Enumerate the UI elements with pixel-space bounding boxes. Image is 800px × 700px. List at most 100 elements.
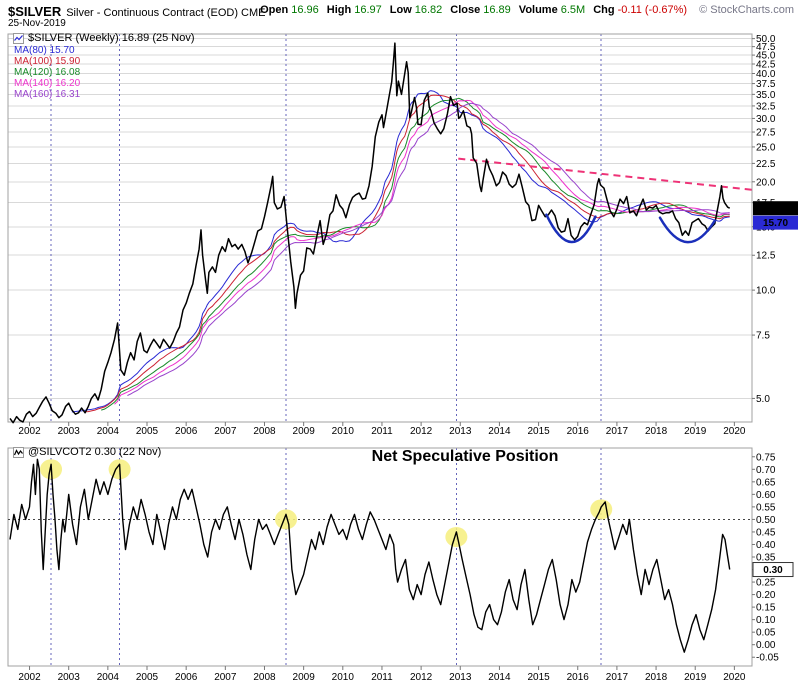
quote-value-high: 16.97: [354, 4, 382, 16]
quote-value-open: 16.96: [291, 4, 319, 16]
price-x-label: 2019: [684, 426, 707, 437]
ma-legend-item-160: MA(160) 16.31: [14, 89, 81, 100]
cot-y-label: 0.40: [756, 540, 776, 551]
ma-legend: MA(80) 15.70 MA(100) 15.90 MA(120) 16.08 MA…: [14, 45, 80, 100]
price-y-label: 35.0: [756, 90, 776, 101]
price-x-label: 2015: [527, 426, 550, 437]
cot-x-label: 2007: [214, 672, 237, 683]
price-x-label: 2007: [214, 426, 237, 437]
cot-series-icon: [13, 446, 24, 458]
header-right: Open 16.96 High 16.97 Low 16.82 Close 16.89 Volu…: [252, 4, 794, 16]
cot-x-label: 2010: [332, 672, 355, 683]
cot-last-value-text: 0.30: [763, 565, 783, 576]
price-x-label: 2016: [567, 426, 590, 437]
cot-peak-highlight: [275, 509, 298, 530]
price-y-label: 32.5: [756, 101, 776, 112]
price-x-label: 2012: [410, 426, 433, 437]
cot-y-label: 0.65: [756, 477, 776, 488]
symbol: $SILVER: [8, 4, 62, 19]
cot-x-label: 2015: [527, 672, 550, 683]
ma-line-80: [71, 90, 730, 413]
quote-label-close: Close: [450, 4, 481, 16]
cot-x-label: 2017: [606, 672, 629, 683]
cot-y-label: 0.05: [756, 628, 776, 639]
price-y-label: 10.0: [756, 286, 776, 297]
cot-y-label: 0.45: [756, 527, 776, 538]
cot-y-label: 0.20: [756, 590, 776, 601]
cot-x-label: 2006: [175, 672, 198, 683]
cot-peak-highlight: [590, 499, 613, 520]
last-price-label-text: 16.89: [763, 204, 788, 215]
quote-label-volume: Volume: [518, 4, 558, 16]
ma-line-140: [114, 99, 730, 405]
cot-y-label: 0.25: [756, 578, 776, 589]
price-x-label: 2008: [253, 426, 276, 437]
cot-y-label: 0.75: [756, 452, 776, 463]
price-x-label: 2003: [58, 426, 81, 437]
chart-date: 25-Nov-2019: [8, 18, 66, 29]
cot-y-label: 0.50: [756, 515, 776, 526]
cot-x-label: 2008: [253, 672, 276, 683]
cot-x-label: 2019: [684, 672, 707, 683]
cot-x-label: 2016: [567, 672, 590, 683]
price-y-label: 22.5: [756, 159, 776, 170]
price-y-label: 40.0: [756, 69, 776, 80]
cot-y-label: 0.60: [756, 490, 776, 501]
quote-label-high: High: [326, 4, 352, 16]
price-y-label: 7.5: [756, 331, 770, 342]
cot-y-label: 0.00: [756, 640, 776, 651]
ma80-value-label: [753, 215, 798, 230]
resistance-trendline: [458, 157, 753, 191]
accumulation-arc: [658, 216, 717, 244]
cot-series-line: [9, 458, 731, 653]
cot-y-label: 0.15: [756, 603, 776, 614]
price-legend-label: $SILVER (Weekly) 16.89 (25 Nov): [28, 32, 195, 44]
price-y-label: 37.5: [756, 79, 776, 90]
price-y-label: 20.0: [756, 177, 776, 188]
ma-legend-item-140: MA(140) 16.20: [14, 78, 81, 89]
copyright: © StockCharts.com: [699, 4, 794, 16]
cot-y-label: 0.35: [756, 553, 776, 564]
cot-panel-title: Net Speculative Position: [371, 448, 559, 465]
price-plot-border: [7, 33, 753, 423]
price-x-label: 2006: [175, 426, 198, 437]
price-series-icon: [13, 32, 24, 44]
cot-x-label: 2004: [97, 672, 120, 683]
last-price-label: [753, 201, 798, 216]
price-x-label: 2002: [18, 426, 41, 437]
ma-legend-item-120: MA(120) 16.08: [14, 67, 81, 78]
symbol-description: Silver - Continuous Contract (EOD) CME: [66, 7, 266, 19]
quote-label-open: Open: [260, 4, 289, 16]
cot-x-label: 2003: [58, 672, 81, 683]
price-legend: $SILVER (Weekly) 16.89 (25 Nov): [13, 32, 195, 44]
cot-y-label: 0.55: [756, 502, 776, 513]
price-x-label: 2020: [723, 426, 746, 437]
cot-x-label: 2009: [293, 672, 316, 683]
cot-chart-svg: 0.75 0.700.65 0.600.55 0.500.45 0.40 0.350.30…: [7, 447, 794, 683]
ma80-value-label-text: 15.70: [763, 218, 788, 229]
cot-legend-label: @SILVCOT2 0.30 (22 Nov): [28, 446, 162, 458]
quote-value-volume: 6.5M: [560, 4, 586, 16]
price-series-line: [9, 42, 731, 424]
cot-y-label: 0.10: [756, 615, 776, 626]
quote-value-low: 16.82: [414, 4, 443, 16]
cot-y-label: 0.70: [756, 465, 776, 476]
price-y-label: 27.5: [756, 128, 776, 139]
price-x-label: 2017: [606, 426, 629, 437]
price-x-label: 2014: [488, 426, 511, 437]
cot-legend: @SILVCOT2 0.30 (22 Nov): [13, 446, 161, 458]
price-x-label: 2005: [136, 426, 159, 437]
quote-label-low: Low: [389, 4, 412, 16]
price-y-label: 12.5: [756, 251, 776, 262]
price-y-label: 45.0: [756, 51, 776, 62]
cot-x-label: 2018: [645, 672, 668, 683]
accumulation-arc: [545, 213, 597, 244]
ma-line-120: [101, 97, 730, 411]
price-x-label: 2009: [293, 426, 316, 437]
quote-value-close: 16.89: [483, 4, 511, 16]
cot-x-label: 2012: [410, 672, 433, 683]
cot-y-label: -0.05: [756, 653, 779, 664]
price-y-label: 30.0: [756, 114, 776, 125]
cot-x-label: 2002: [18, 672, 41, 683]
